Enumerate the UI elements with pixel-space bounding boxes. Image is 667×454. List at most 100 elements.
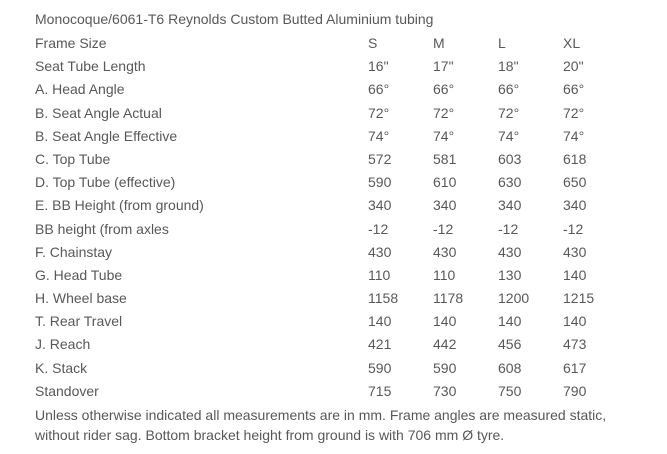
cell: 581: [433, 150, 457, 167]
cell: 140: [563, 313, 587, 330]
cell: 110: [368, 266, 391, 283]
cell: 340: [368, 197, 392, 214]
cell: 603: [498, 150, 522, 167]
column-header-l: L: [498, 35, 506, 51]
row-label: Standover: [35, 382, 99, 399]
table-row-rear-travel: T. Rear Travel 140 140 140 140: [35, 310, 635, 333]
cell: 74°: [368, 127, 390, 144]
footnote-line-1: Unless otherwise indicated all measureme…: [35, 407, 607, 423]
cell: 140: [563, 266, 587, 283]
cell: 20": [563, 58, 584, 75]
cell: 421: [368, 336, 392, 353]
column-header-m: M: [433, 35, 445, 51]
cell: 430: [368, 243, 392, 260]
row-label: G. Head Tube: [35, 266, 123, 283]
table-row-seat-angle-actual: B. Seat Angle Actual 72° 72° 72° 72°: [35, 102, 635, 125]
column-header-frame-size: Frame Size: [35, 35, 107, 51]
cell: 66°: [498, 81, 520, 98]
cell: 617: [563, 359, 587, 376]
cell: 572: [368, 150, 392, 167]
cell: 18": [498, 58, 519, 75]
footnote-line-2: without rider sag. Bottom bracket height…: [35, 427, 505, 443]
cell: 340: [433, 197, 457, 214]
cell: 66°: [368, 81, 390, 98]
cell: 140: [498, 313, 522, 330]
cell: 140: [433, 313, 457, 330]
cell: 17": [433, 58, 454, 75]
cell: 66°: [563, 81, 585, 98]
cell: 1200: [498, 290, 530, 307]
cell: 610: [433, 174, 457, 191]
table-row-bb-height-axles: BB height (from axles -12 -12 -12 -12: [35, 218, 635, 241]
table-row-wheel-base: H. Wheel base 1158 1178 1200 1215: [35, 287, 635, 310]
row-label: E. BB Height (from ground): [35, 197, 204, 214]
measurement-footnote: Unless otherwise indicated all measureme…: [35, 405, 667, 445]
table-row-seat-angle-effective: B. Seat Angle Effective 74° 74° 74° 74°: [35, 125, 635, 148]
row-label: B. Seat Angle Effective: [35, 127, 178, 144]
table-header-row: Frame Size S M L XL: [35, 32, 635, 55]
cell: 590: [368, 359, 392, 376]
cell: 74°: [563, 127, 585, 144]
table-row-standover: Standover 715 730 750 790: [35, 380, 635, 403]
cell: 430: [433, 243, 457, 260]
cell: 72°: [433, 104, 455, 121]
cell: -12: [498, 220, 519, 237]
column-header-xl: XL: [563, 35, 581, 51]
cell: 442: [433, 336, 457, 353]
row-label: F. Chainstay: [35, 243, 113, 260]
cell: 72°: [563, 104, 585, 121]
table-row-chainstay: F. Chainstay 430 430 430 430: [35, 241, 635, 264]
cell: -12: [433, 220, 454, 237]
table-row-seat-tube-length: Seat Tube Length 16" 17" 18" 20": [35, 55, 635, 78]
cell: 618: [563, 150, 587, 167]
cell: 608: [498, 359, 522, 376]
cell: 650: [563, 174, 587, 191]
row-label: J. Reach: [35, 336, 91, 353]
cell: -12: [563, 220, 584, 237]
table-row-stack: K. Stack 590 590 608 617: [35, 357, 635, 380]
cell: 430: [498, 243, 522, 260]
cell: 473: [563, 336, 587, 353]
cell: 110: [433, 266, 456, 283]
page-title: Monocoque/6061-T6 Reynolds Custom Butted…: [35, 11, 434, 27]
cell: 72°: [368, 104, 390, 121]
table-row-top-tube: C. Top Tube 572 581 603 618: [35, 148, 635, 171]
table-row-bb-height-ground: E. BB Height (from ground) 340 340 340 3…: [35, 194, 635, 217]
cell: 790: [563, 382, 587, 399]
cell: 590: [433, 359, 457, 376]
row-label: D. Top Tube (effective): [35, 174, 176, 191]
row-label: BB height (from axles: [35, 220, 169, 237]
cell: 1158: [368, 290, 399, 307]
row-label: T. Rear Travel: [35, 313, 123, 330]
cell: 16": [368, 58, 389, 75]
cell: 66°: [433, 81, 455, 98]
row-label: H. Wheel base: [35, 290, 127, 307]
cell: 715: [368, 382, 392, 399]
table-row-head-tube: G. Head Tube 110 110 130 140: [35, 264, 635, 287]
row-label: Seat Tube Length: [35, 58, 146, 75]
row-label: C. Top Tube: [35, 150, 111, 167]
cell: 1215: [563, 290, 595, 307]
cell: 130: [498, 266, 522, 283]
table-row-head-angle: A. Head Angle 66° 66° 66° 66°: [35, 78, 635, 101]
cell: 730: [433, 382, 457, 399]
cell: 630: [498, 174, 522, 191]
cell: 340: [498, 197, 522, 214]
cell: 590: [368, 174, 392, 191]
table-row-reach: J. Reach 421 442 456 473: [35, 333, 635, 356]
cell: 340: [563, 197, 587, 214]
cell: 140: [368, 313, 392, 330]
cell: 74°: [433, 127, 455, 144]
column-header-s: S: [368, 35, 378, 51]
cell: 1178: [433, 290, 464, 307]
cell: -12: [368, 220, 389, 237]
cell: 72°: [498, 104, 520, 121]
row-label: A. Head Angle: [35, 81, 125, 98]
cell: 456: [498, 336, 522, 353]
row-label: B. Seat Angle Actual: [35, 104, 162, 121]
geometry-table: Frame Size S M L XL Seat Tube Length 16"…: [35, 32, 635, 403]
table-row-top-tube-effective: D. Top Tube (effective) 590 610 630 650: [35, 171, 635, 194]
cell: 750: [498, 382, 522, 399]
cell: 430: [563, 243, 587, 260]
